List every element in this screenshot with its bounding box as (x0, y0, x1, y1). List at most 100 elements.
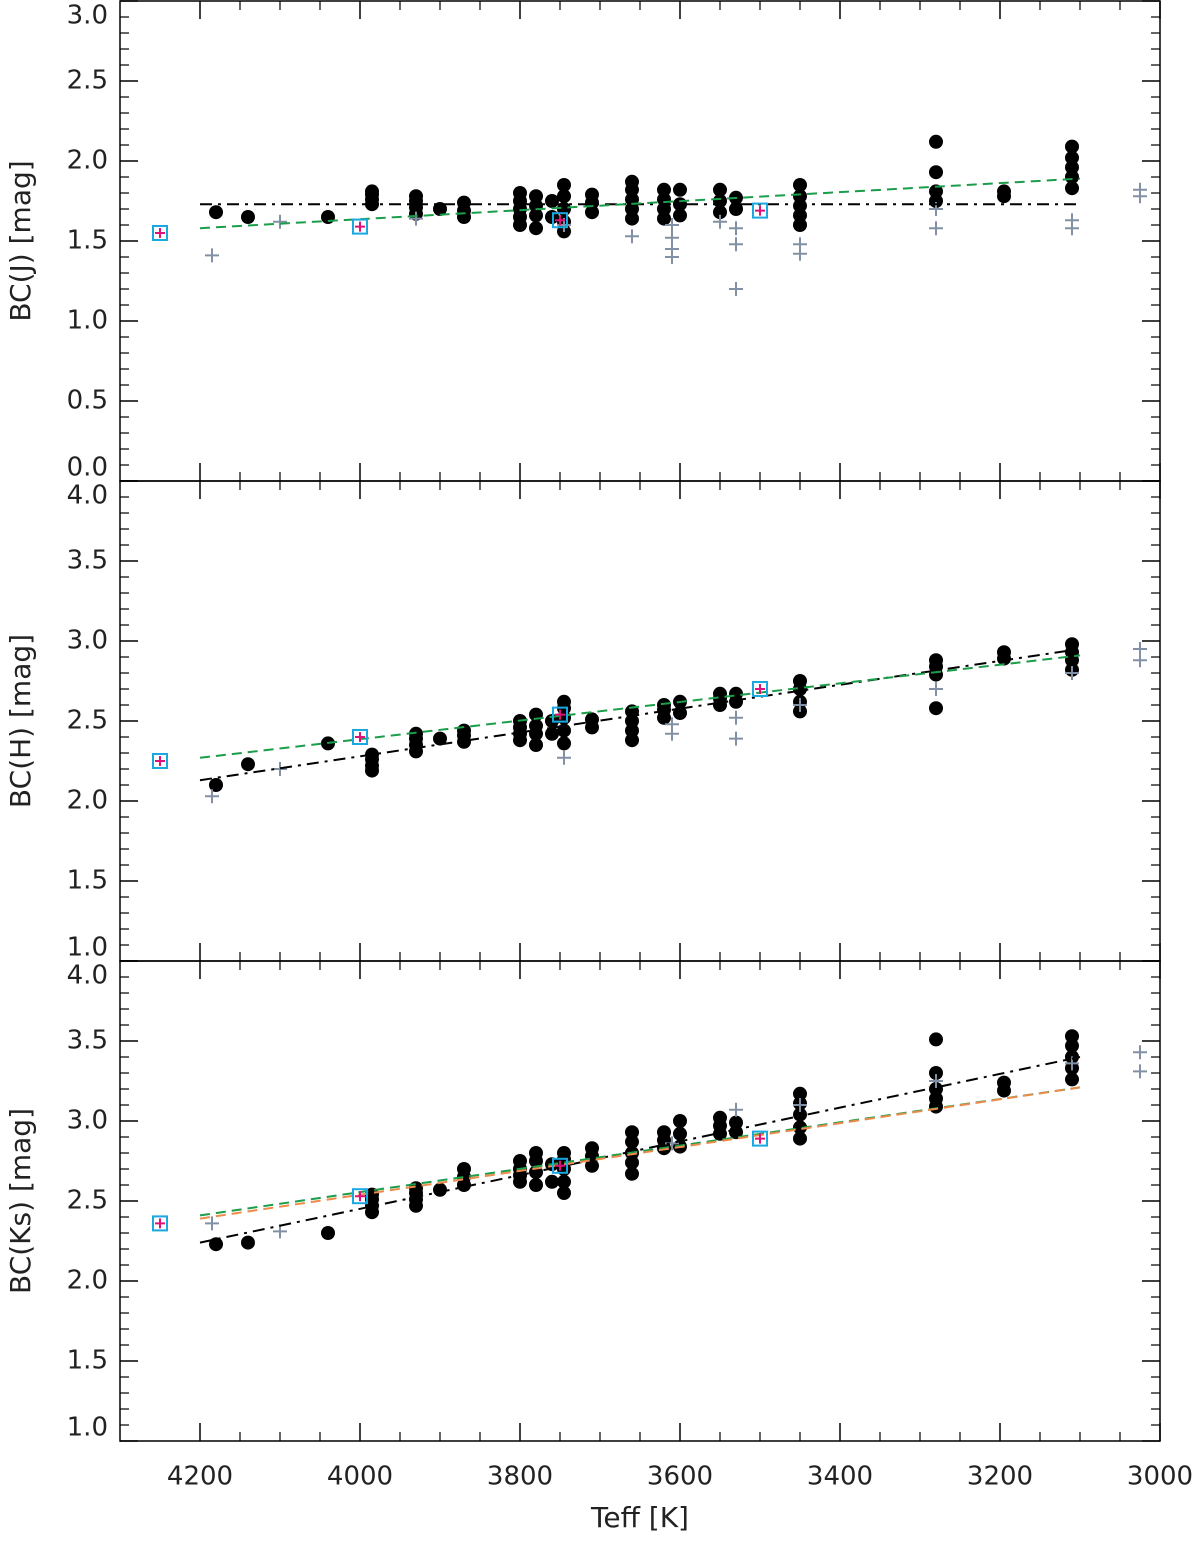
point (241, 210, 255, 224)
point (929, 134, 943, 149)
point (557, 1186, 571, 1200)
y-tick-label: 3.0 (67, 1106, 108, 1136)
y-tick-label: 1.0 (67, 306, 108, 336)
point (321, 1226, 335, 1240)
point (793, 218, 807, 232)
x-tick-label: 4000 (327, 1462, 393, 1492)
point (557, 1174, 571, 1189)
y-tick-label: 3.0 (67, 626, 108, 656)
point (625, 714, 639, 728)
point (713, 205, 727, 220)
point (929, 701, 943, 716)
point (625, 733, 639, 748)
x-tick-label: 3000 (1127, 1462, 1193, 1492)
plus-point (793, 698, 807, 712)
point (365, 184, 379, 199)
point (545, 726, 559, 741)
y-axis-label: BC(J) [mag] (4, 160, 37, 321)
square-cross (555, 215, 565, 226)
x-tick-label: 3600 (647, 1462, 713, 1492)
y-tick-label: 1.5 (67, 226, 108, 256)
x-tick-label: 4200 (167, 1462, 233, 1492)
fit-line (199, 1056, 1081, 1244)
square (352, 729, 368, 745)
y-tick-label: 2.0 (67, 786, 108, 816)
y-tick-label: 3.5 (67, 1026, 108, 1056)
plus-point (929, 1074, 943, 1088)
square (552, 212, 568, 229)
square (152, 1215, 168, 1232)
point (1065, 1072, 1079, 1087)
point (409, 726, 423, 741)
plot-area (152, 637, 1147, 804)
point (793, 1107, 807, 1122)
square-cross (555, 1160, 565, 1171)
point (585, 187, 599, 202)
point (585, 205, 599, 220)
point (793, 1120, 807, 1135)
point (929, 1091, 943, 1106)
y-tick-label: 3.5 (67, 546, 108, 576)
point (1065, 170, 1079, 184)
y-tick-label: 2.0 (67, 146, 108, 176)
square (152, 225, 168, 241)
point (1065, 1029, 1079, 1044)
square-cross (755, 1133, 765, 1144)
plus-point (729, 1102, 743, 1117)
point (713, 182, 727, 197)
plus-point (729, 237, 743, 252)
x-tick-label: 3800 (487, 1462, 553, 1492)
point (409, 1181, 423, 1196)
fit-line (199, 177, 1081, 230)
plus-point (205, 789, 219, 804)
fit-line (199, 648, 1081, 782)
point (529, 189, 543, 204)
plus-point (1133, 642, 1147, 656)
point (657, 1125, 671, 1140)
y-tick-label: 0.0 (67, 453, 108, 483)
square-cross (155, 756, 165, 766)
plus-point (205, 1216, 219, 1231)
point (997, 1075, 1011, 1090)
point (997, 645, 1011, 660)
plus-point (557, 750, 571, 765)
point (793, 1131, 807, 1146)
point (1065, 1038, 1079, 1053)
point (625, 202, 639, 216)
point (433, 731, 447, 746)
plus-point (1133, 1045, 1147, 1060)
point (241, 757, 255, 772)
y-tick-label: 2.0 (67, 1266, 108, 1296)
plus-point (713, 214, 727, 229)
plus-point (729, 710, 743, 725)
plot-area (152, 134, 1147, 296)
square-point (552, 706, 568, 723)
plus-point (729, 731, 743, 746)
point (673, 1126, 687, 1141)
panel: 0.0 0.5 1.0 1.5 2.0 2.5 3.0 BC(J) [mag] (4, 0, 1161, 483)
square (752, 681, 768, 697)
fit-line (199, 1086, 1081, 1220)
square-cross (355, 221, 365, 232)
square (152, 753, 168, 769)
point (209, 1237, 223, 1252)
square-point (152, 1215, 168, 1232)
point (625, 723, 639, 738)
point (673, 182, 687, 197)
point (657, 211, 671, 226)
y-axis-label: BC(Ks) [mag] (4, 1108, 37, 1294)
square-cross (755, 205, 765, 216)
point (929, 1066, 943, 1080)
plot-area (152, 1029, 1147, 1252)
point (793, 178, 807, 192)
square-cross (355, 732, 365, 742)
square (752, 1130, 768, 1147)
square-point (752, 1130, 768, 1147)
y-tick-label: 4.0 (67, 961, 108, 991)
fit-line (199, 654, 1081, 759)
square-point (352, 1188, 368, 1205)
point (545, 1174, 559, 1189)
point (657, 182, 671, 197)
plot-frame (119, 960, 1161, 1442)
